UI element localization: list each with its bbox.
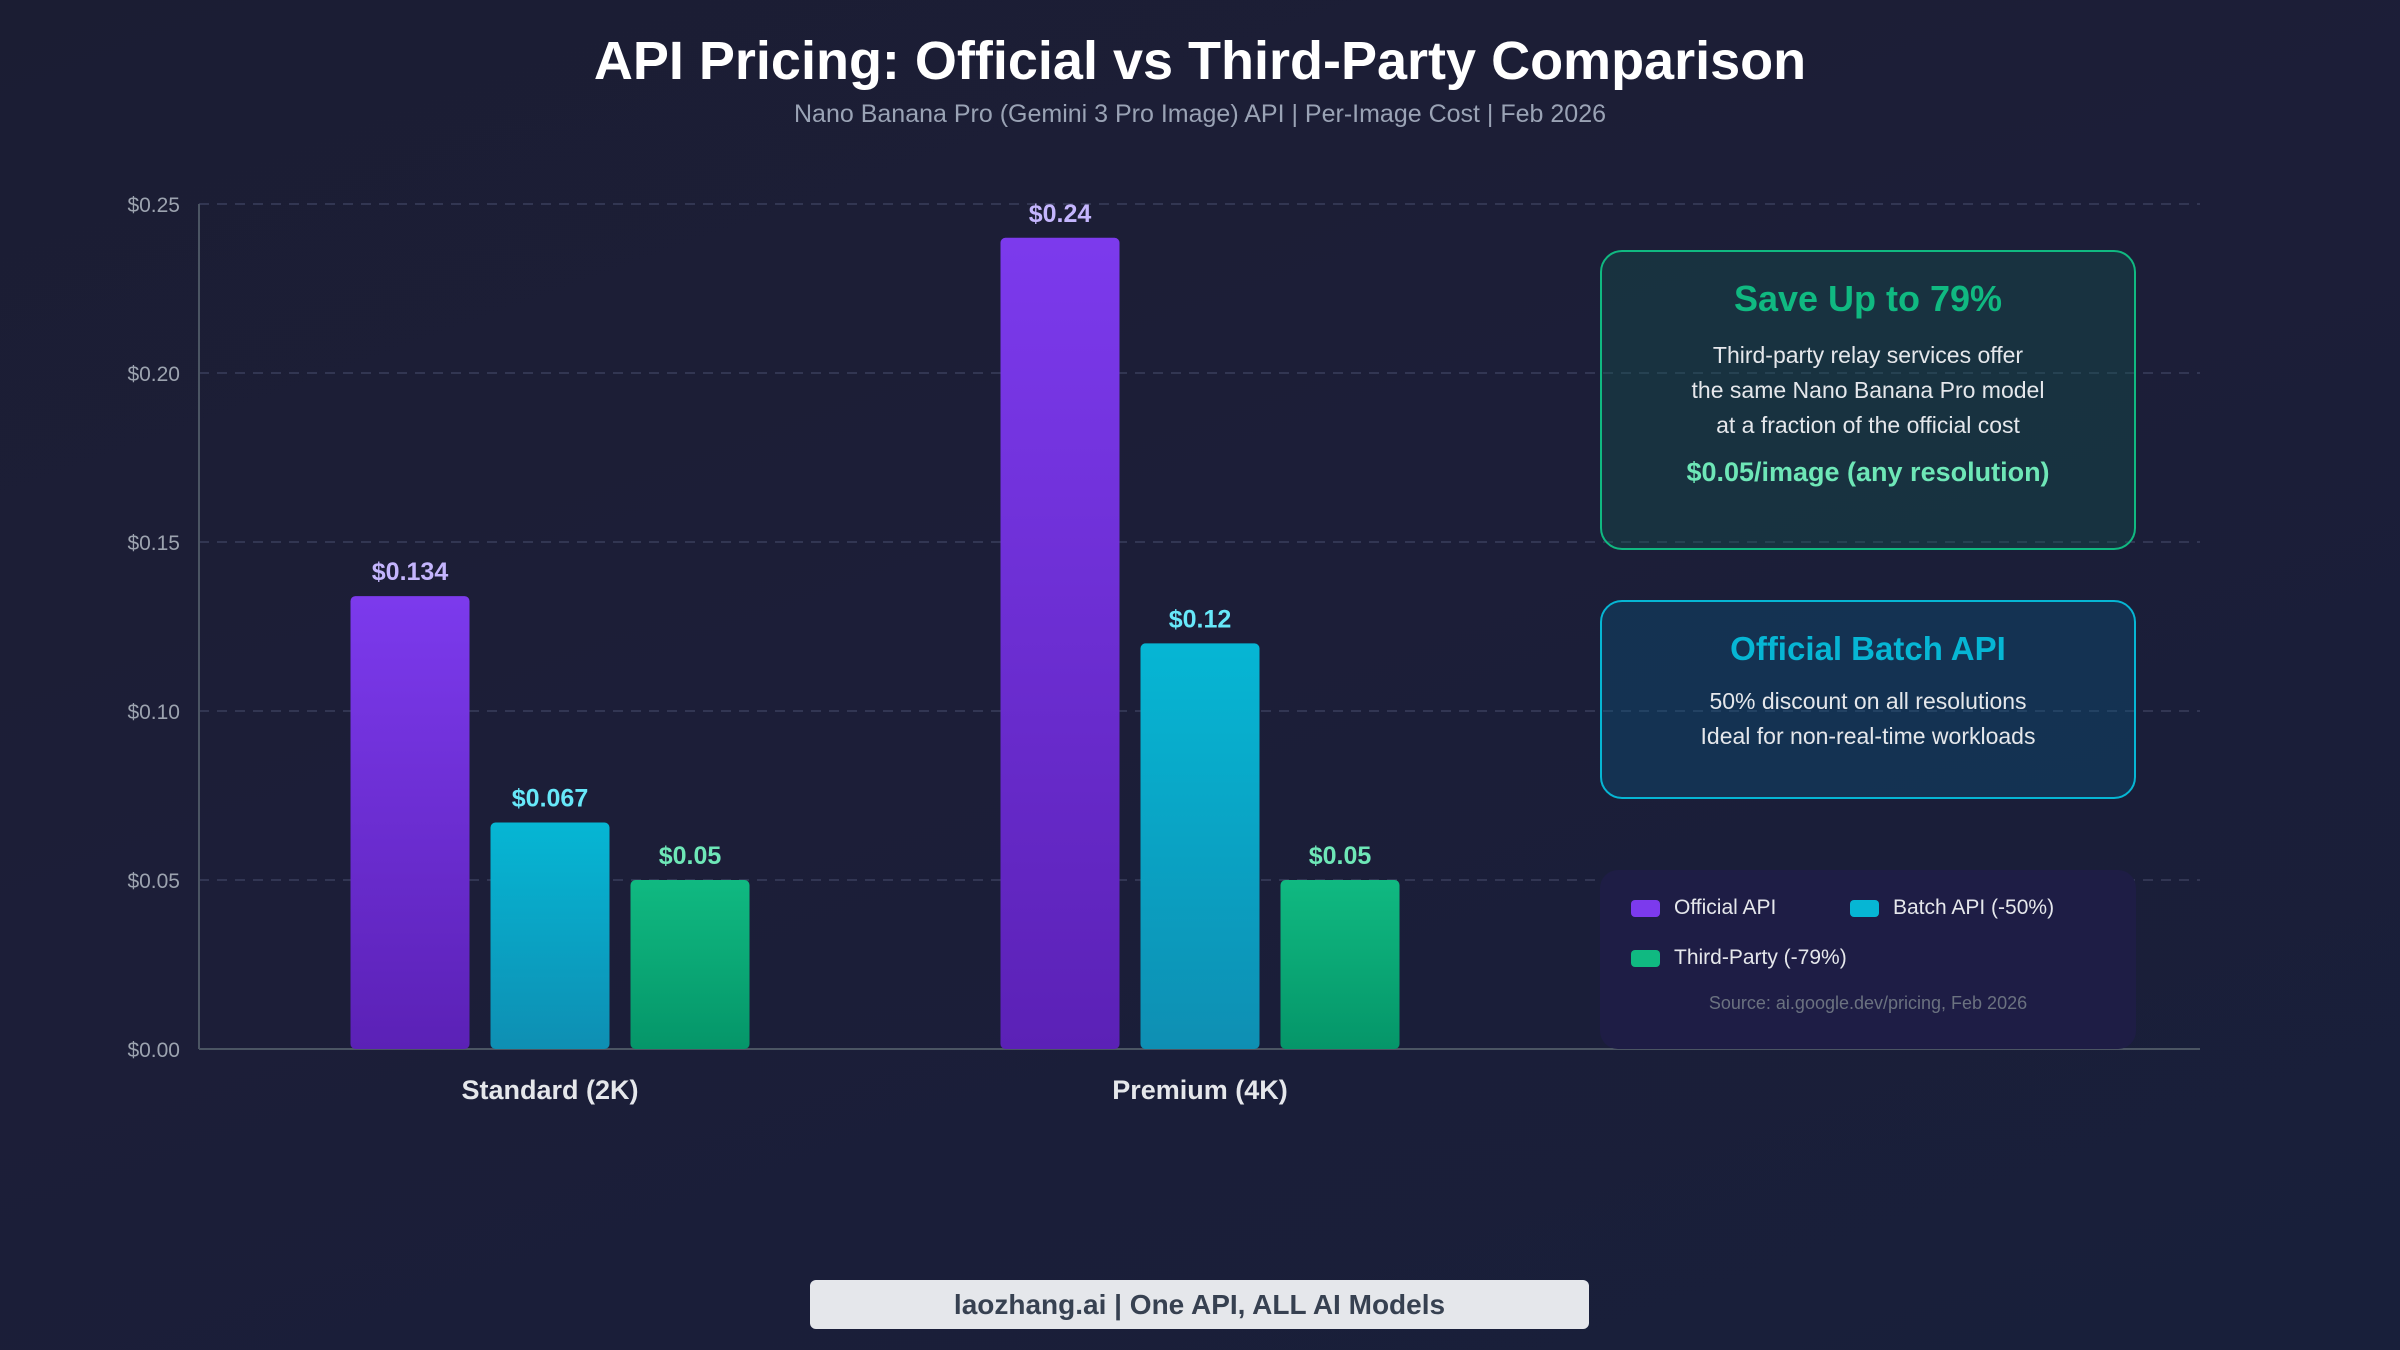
batch-callout: Official Batch API 50% discount on all r… <box>1600 600 2136 799</box>
legend-item-official: Official API <box>1631 896 1776 920</box>
savings-line: the same Nano Banana Pro model <box>1691 377 2045 403</box>
bar-value-label: $0.134 <box>372 558 449 586</box>
y-tick-label: $0.05 <box>127 870 180 893</box>
legend-item-batch: Batch API (-50%) <box>1850 896 2054 920</box>
savings-line: at a fraction of the official cost <box>1716 412 2020 438</box>
bar <box>1140 643 1260 1049</box>
bar-value-label: $0.24 <box>1029 200 1092 228</box>
batch-line: Ideal for non-real-time workloads <box>1700 723 2036 749</box>
chart-title: API Pricing: Official vs Third-Party Com… <box>593 31 1807 91</box>
y-tick-label: $0.25 <box>127 194 180 217</box>
x-category-label: Standard (2K) <box>461 1075 638 1105</box>
legend-swatch <box>1850 899 1879 917</box>
savings-callout: Save Up to 79% Third-party relay service… <box>1600 250 2136 550</box>
batch-title: Official Batch API <box>1730 630 2006 667</box>
y-tick-label: $0.00 <box>127 1039 180 1062</box>
legend-swatch <box>1631 899 1660 917</box>
bar <box>490 822 610 1049</box>
legend-label: Batch API (-50%) <box>1893 896 2055 919</box>
bar-value-label: $0.05 <box>1309 842 1372 870</box>
legend-swatch <box>1631 949 1660 967</box>
source-note: Source: ai.google.dev/pricing, Feb 2026 <box>1708 993 2028 1013</box>
legend-item-third-party: Third-Party (-79%) <box>1631 946 1847 970</box>
x-category-label: Premium (4K) <box>1112 1075 1288 1105</box>
bar <box>1280 880 1400 1049</box>
y-tick-label: $0.15 <box>127 532 180 555</box>
bar <box>630 880 750 1049</box>
legend: Official API Batch API (-50%) Third-Part… <box>1600 870 2136 1049</box>
savings-title: Save Up to 79% <box>1733 278 2003 319</box>
savings-line: Third-party relay services offer <box>1712 342 2024 368</box>
bar-value-label: $0.12 <box>1169 605 1232 633</box>
bar-value-label: $0.067 <box>512 785 588 813</box>
bar <box>1000 237 1120 1050</box>
savings-price: $0.05/image (any resolution) <box>1686 457 2050 487</box>
chart-subtitle: Nano Banana Pro (Gemini 3 Pro Image) API… <box>794 100 1606 128</box>
footer-banner: laozhang.ai | One API, ALL AI Models <box>810 1280 1589 1329</box>
batch-line: 50% discount on all resolutions <box>1709 688 2027 714</box>
legend-label: Third-Party (-79%) <box>1674 946 1847 969</box>
y-tick-label: $0.20 <box>127 363 180 386</box>
bar-value-label: $0.05 <box>659 842 722 870</box>
legend-label: Official API <box>1674 896 1777 919</box>
y-tick-label: $0.10 <box>127 701 180 724</box>
bar <box>350 596 470 1049</box>
